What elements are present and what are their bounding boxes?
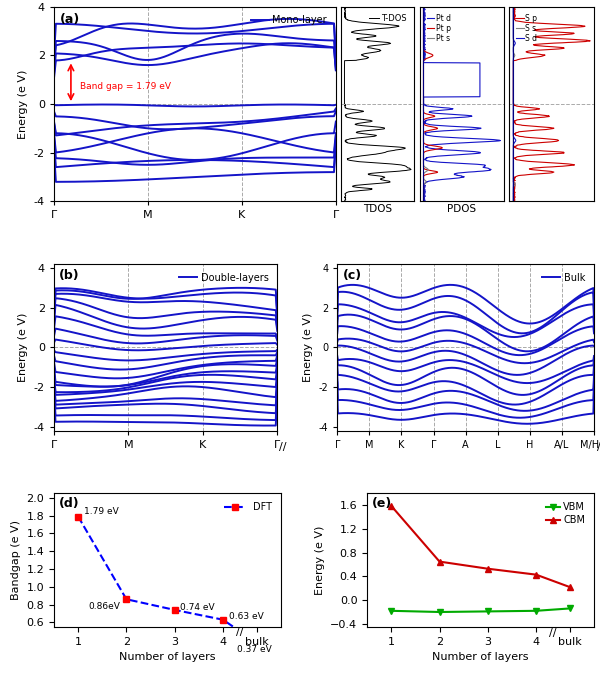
Text: (e): (e)	[371, 497, 392, 510]
S p	[510, 3, 517, 11]
Y-axis label: Energy (e V): Energy (e V)	[315, 526, 325, 594]
S d	[509, 197, 517, 206]
S d	[509, 163, 517, 171]
Pt s	[420, 109, 427, 117]
S d	[509, 67, 517, 75]
Text: 0.37 eV: 0.37 eV	[237, 646, 272, 654]
VBM	[484, 607, 491, 615]
S p	[548, 163, 556, 171]
Pt s	[420, 147, 427, 155]
Pt s	[420, 51, 427, 59]
Line: S s: S s	[513, 7, 515, 202]
Pt d	[421, 197, 428, 206]
Legend: Bulk: Bulk	[539, 269, 589, 286]
Legend: VBM, CBM: VBM, CBM	[542, 498, 589, 529]
S d	[509, 3, 517, 11]
CBM	[532, 571, 539, 579]
Pt s	[420, 83, 427, 91]
Y-axis label: Energy (e V): Energy (e V)	[303, 313, 313, 382]
Y-axis label: Energy (e V): Energy (e V)	[18, 69, 28, 139]
Text: (c): (c)	[343, 269, 362, 282]
Line: Pt d: Pt d	[424, 7, 500, 202]
VBM	[436, 608, 443, 616]
Pt d	[476, 67, 484, 75]
S s	[509, 197, 517, 206]
S s	[509, 3, 517, 11]
Legend: Mono-layer: Mono-layer	[247, 11, 331, 30]
Pt p	[429, 51, 436, 59]
CBM	[436, 557, 443, 565]
Line: VBM: VBM	[388, 605, 574, 615]
Text: (d): (d)	[59, 497, 79, 510]
S s	[509, 67, 517, 75]
Pt d	[466, 147, 473, 155]
Text: 0.74 eV: 0.74 eV	[181, 603, 215, 612]
Pt d	[481, 163, 488, 171]
Text: //: //	[549, 628, 557, 638]
Line: S p: S p	[513, 7, 590, 202]
S s	[511, 51, 518, 59]
Pt d	[421, 3, 428, 11]
S s	[509, 163, 517, 171]
Line: S d: S d	[513, 7, 516, 202]
VBM	[532, 607, 539, 615]
CBM	[484, 565, 491, 573]
Line: CBM: CBM	[388, 502, 574, 590]
Pt p	[420, 3, 427, 11]
Pt p	[421, 109, 428, 117]
S s	[509, 109, 517, 117]
Pt p	[422, 147, 430, 155]
Pt p	[420, 67, 427, 75]
Y-axis label: Energy (e V): Energy (e V)	[18, 313, 28, 382]
Pt p	[420, 83, 427, 91]
CBM	[388, 502, 395, 510]
VBM	[566, 605, 574, 613]
Line: Pt p: Pt p	[424, 7, 442, 202]
Text: Band gap = 1.79 eV: Band gap = 1.79 eV	[80, 82, 172, 92]
Text: //: //	[236, 627, 244, 637]
Line: Pt s: Pt s	[424, 7, 428, 202]
S p	[520, 109, 527, 117]
Pt d	[476, 83, 484, 91]
X-axis label: Number of layers: Number of layers	[433, 652, 529, 662]
X-axis label: TDOS: TDOS	[363, 204, 392, 214]
Pt s	[420, 197, 427, 206]
S p	[547, 147, 554, 155]
S p	[510, 197, 517, 206]
Y-axis label: Bandgap (e V): Bandgap (e V)	[11, 520, 21, 600]
S d	[509, 51, 517, 59]
Legend: T-DOS: T-DOS	[365, 11, 410, 26]
S p	[509, 83, 517, 91]
Pt s	[420, 3, 427, 11]
Pt d	[422, 51, 429, 59]
S s	[509, 83, 517, 91]
S d	[509, 147, 517, 155]
Legend: Pt d, Pt p, Pt s: Pt d, Pt p, Pt s	[424, 11, 454, 46]
Text: 0.86eV: 0.86eV	[89, 602, 121, 611]
S d	[509, 83, 517, 91]
Text: 0.63 eV: 0.63 eV	[229, 611, 263, 621]
CBM	[566, 583, 574, 591]
Pt s	[420, 67, 427, 75]
Text: 1.79 eV: 1.79 eV	[85, 507, 119, 516]
Pt p	[420, 163, 427, 171]
VBM	[388, 607, 395, 615]
X-axis label: PDOS: PDOS	[448, 204, 476, 214]
S d	[509, 109, 517, 117]
Pt s	[421, 163, 428, 171]
Pt d	[432, 109, 439, 117]
S p	[539, 51, 546, 59]
Legend: DFT: DFT	[220, 498, 276, 516]
Legend: S p, S s, S d: S p, S s, S d	[513, 11, 541, 46]
Legend: Double-layers: Double-layers	[175, 269, 272, 286]
S p	[509, 67, 517, 75]
Text: (b): (b)	[58, 269, 79, 282]
Text: //: //	[280, 442, 287, 452]
X-axis label: Number of layers: Number of layers	[119, 652, 215, 662]
Pt p	[420, 197, 427, 206]
Text: (a): (a)	[59, 13, 80, 26]
S s	[509, 147, 517, 155]
Text: //: //	[596, 442, 600, 452]
